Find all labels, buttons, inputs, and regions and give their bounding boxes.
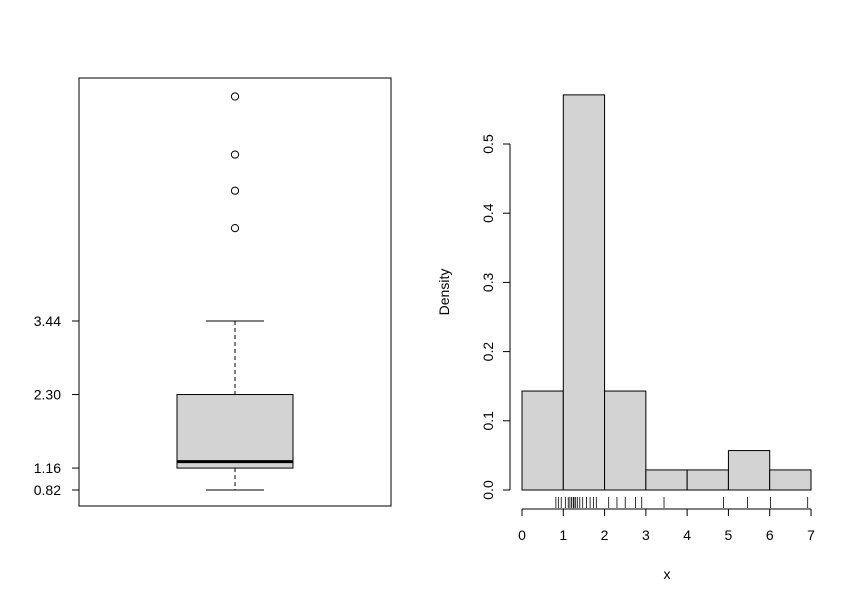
outlier-point bbox=[230, 92, 240, 101]
outlier-point bbox=[230, 186, 240, 195]
boxplot-y-tick-label: 3.44 bbox=[34, 313, 61, 329]
histogram-y-tick-label: 0.5 bbox=[480, 134, 496, 154]
histogram-y-tick-label: 0.2 bbox=[480, 342, 496, 362]
histogram-x-label: x bbox=[664, 566, 671, 582]
boxplot-marks bbox=[176, 92, 294, 491]
histogram-y-label: Density bbox=[436, 269, 452, 316]
boxplot-y-tick-label: 1.16 bbox=[34, 460, 61, 476]
box-iqr bbox=[176, 394, 294, 469]
histogram-x-tick-label: 4 bbox=[683, 527, 691, 543]
histogram-bar bbox=[521, 390, 564, 491]
outlier-point bbox=[230, 224, 240, 233]
histogram-x-tick-label: 0 bbox=[518, 527, 526, 543]
histogram-bar bbox=[769, 469, 812, 491]
boxplot-y-axis: 0.82 1.16 2.30 3.44 bbox=[34, 313, 80, 498]
histogram-x-tick-label: 6 bbox=[766, 527, 774, 543]
histogram-bar bbox=[686, 469, 729, 491]
histogram-bar bbox=[645, 469, 688, 491]
histogram-rug bbox=[555, 497, 809, 508]
boxplot-panel: 0.82 1.16 2.30 3.44 bbox=[34, 77, 392, 507]
boxplot-y-tick-label: 0.82 bbox=[34, 482, 61, 498]
boxplot-y-tick-label: 2.30 bbox=[34, 387, 61, 403]
histogram-x-tick-label: 3 bbox=[642, 527, 650, 543]
histogram-y-axis: 0.0 0.1 0.2 0.3 0.4 0.5 bbox=[480, 134, 511, 500]
outlier-point bbox=[230, 150, 240, 159]
histogram-x-tick-label: 7 bbox=[807, 527, 815, 543]
histogram-y-tick-label: 0.1 bbox=[480, 411, 496, 431]
histogram-y-tick-label: 0.0 bbox=[480, 480, 496, 500]
histogram-bar bbox=[604, 390, 647, 491]
histogram-bar bbox=[727, 450, 771, 491]
histogram-bar bbox=[562, 94, 606, 491]
histogram-y-tick-label: 0.3 bbox=[480, 272, 496, 292]
histogram-bars bbox=[521, 94, 812, 491]
histogram-x-tick-label: 5 bbox=[725, 527, 733, 543]
histogram-x-tick-label: 1 bbox=[559, 527, 567, 543]
histogram-x-tick-label: 2 bbox=[601, 527, 609, 543]
histogram-panel: 0 1 2 3 4 5 6 7 0.0 0.1 0.2 0.3 0.4 0.5 x Density bbox=[436, 94, 815, 582]
histogram-y-tick-label: 0.4 bbox=[480, 203, 496, 223]
histogram-x-axis: 0 1 2 3 4 5 6 7 bbox=[518, 508, 815, 543]
boxplot-frame bbox=[78, 77, 392, 507]
